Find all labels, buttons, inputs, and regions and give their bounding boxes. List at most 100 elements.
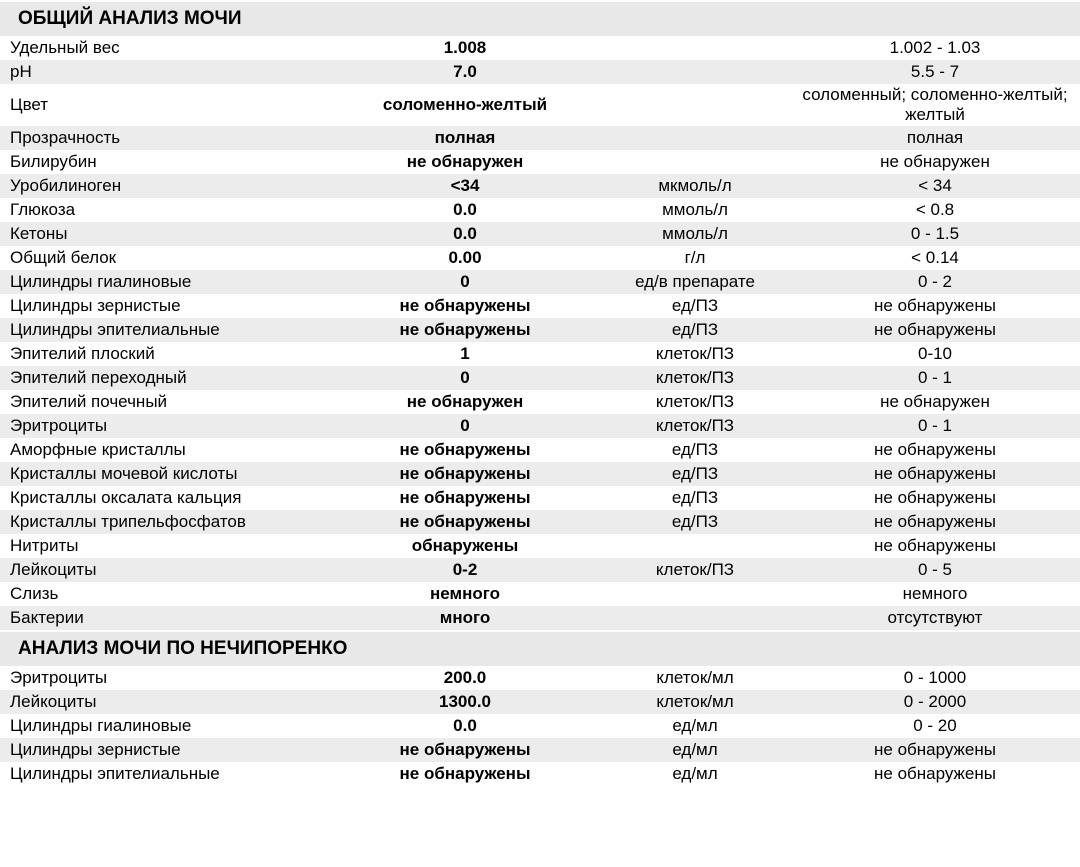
param-cell: Лейкоциты: [0, 560, 340, 580]
reference-cell: не обнаружены: [800, 740, 1080, 760]
value-cell: не обнаружены: [340, 440, 590, 460]
value-cell: не обнаружены: [340, 296, 590, 316]
value-cell: не обнаружен: [340, 152, 590, 172]
unit-cell: клеток/ПЗ: [590, 344, 800, 364]
unit-cell: клеток/ПЗ: [590, 416, 800, 436]
table-row: Кристаллы мочевой кислотыне обнаруженыед…: [0, 462, 1080, 486]
reference-cell: отсутствуют: [800, 608, 1080, 628]
value-cell: много: [340, 608, 590, 628]
param-cell: Кристаллы мочевой кислоты: [0, 464, 340, 484]
value-cell: немного: [340, 584, 590, 604]
value-cell: не обнаружены: [340, 464, 590, 484]
unit-cell: клеток/мл: [590, 668, 800, 688]
value-cell: 200.0: [340, 668, 590, 688]
reference-cell: 0 - 1: [800, 368, 1080, 388]
table-row: Лейкоциты0-2клеток/ПЗ0 - 5: [0, 558, 1080, 582]
unit-cell: ед/мл: [590, 740, 800, 760]
table-row: Прозрачностьполнаяполная: [0, 126, 1080, 150]
param-cell: Билирубин: [0, 152, 340, 172]
section-header: АНАЛИЗ МОЧИ ПО НЕЧИПОРЕНКО: [0, 630, 1080, 666]
reference-cell: не обнаружены: [800, 488, 1080, 508]
table-row: Кристаллы оксалата кальцияне обнаруженые…: [0, 486, 1080, 510]
table-row: Нитритыобнаруженыне обнаружены: [0, 534, 1080, 558]
reference-cell: 5.5 - 7: [800, 62, 1080, 82]
reference-cell: не обнаружены: [800, 512, 1080, 532]
reference-cell: < 0.8: [800, 200, 1080, 220]
table-row: Цилиндры гиалиновые0ед/в препарате0 - 2: [0, 270, 1080, 294]
reference-cell: не обнаружен: [800, 152, 1080, 172]
param-cell: Цилиндры зернистые: [0, 740, 340, 760]
value-cell: не обнаружены: [340, 320, 590, 340]
param-cell: Прозрачность: [0, 128, 340, 148]
unit-cell: ед/ПЗ: [590, 488, 800, 508]
param-cell: Эпителий переходный: [0, 368, 340, 388]
table-row: Цилиндры зернистыене обнаруженыед/ПЗне о…: [0, 294, 1080, 318]
unit-cell: г/л: [590, 248, 800, 268]
value-cell: 1.008: [340, 38, 590, 58]
unit-cell: клеток/ПЗ: [590, 560, 800, 580]
table-row: Эпителий плоский1клеток/ПЗ0-10: [0, 342, 1080, 366]
value-cell: 0.0: [340, 716, 590, 736]
param-cell: Общий белок: [0, 248, 340, 268]
reference-cell: не обнаружены: [800, 764, 1080, 784]
param-cell: Цилиндры гиалиновые: [0, 272, 340, 292]
value-cell: соломенно-желтый: [340, 95, 590, 115]
reference-cell: не обнаружен: [800, 392, 1080, 412]
param-cell: Цилиндры зернистые: [0, 296, 340, 316]
reference-cell: 0 - 20: [800, 716, 1080, 736]
param-cell: Слизь: [0, 584, 340, 604]
reference-cell: 0 - 2000: [800, 692, 1080, 712]
section-header: ОБЩИЙ АНАЛИЗ МОЧИ: [0, 0, 1080, 36]
param-cell: Эритроциты: [0, 416, 340, 436]
value-cell: 1: [340, 344, 590, 364]
param-cell: Цвет: [0, 95, 340, 115]
unit-cell: клеток/ПЗ: [590, 392, 800, 412]
value-cell: 0.0: [340, 224, 590, 244]
table-row: Эпителий переходный0клеток/ПЗ0 - 1: [0, 366, 1080, 390]
table-row: Аморфные кристаллыне обнаруженыед/ПЗне о…: [0, 438, 1080, 462]
reference-cell: 0-10: [800, 344, 1080, 364]
table-row: Цилиндры эпителиальныене обнаруженыед/мл…: [0, 762, 1080, 786]
value-cell: не обнаружены: [340, 488, 590, 508]
reference-cell: 0 - 2: [800, 272, 1080, 292]
param-cell: Бактерии: [0, 608, 340, 628]
value-cell: <34: [340, 176, 590, 196]
unit-cell: ед/ПЗ: [590, 512, 800, 532]
reference-cell: не обнаружены: [800, 536, 1080, 556]
param-cell: Кристаллы трипельфосфатов: [0, 512, 340, 532]
table-row: pH7.0 5.5 - 7: [0, 60, 1080, 84]
value-cell: 0: [340, 368, 590, 388]
reference-cell: не обнаружены: [800, 320, 1080, 340]
unit-cell: ед/ПЗ: [590, 296, 800, 316]
reference-cell: < 0.14: [800, 248, 1080, 268]
value-cell: не обнаружены: [340, 512, 590, 532]
param-cell: Кристаллы оксалата кальция: [0, 488, 340, 508]
param-cell: Эпителий плоский: [0, 344, 340, 364]
table-row: Эритроциты0клеток/ПЗ0 - 1: [0, 414, 1080, 438]
table-row: Удельный вес1.0081.002 - 1.03: [0, 36, 1080, 60]
table-row: Лейкоциты1300.0клеток/мл0 - 2000: [0, 690, 1080, 714]
table-row: Эритроциты200.0клеток/мл0 - 1000: [0, 666, 1080, 690]
value-cell: полная: [340, 128, 590, 148]
value-cell: 1300.0: [340, 692, 590, 712]
param-cell: Эритроциты: [0, 668, 340, 688]
param-cell: Цилиндры гиалиновые: [0, 716, 340, 736]
unit-cell: клеток/ПЗ: [590, 368, 800, 388]
unit-cell: ммоль/л: [590, 224, 800, 244]
param-cell: Цилиндры эпителиальные: [0, 764, 340, 784]
reference-cell: 1.002 - 1.03: [800, 38, 1080, 58]
value-cell: 0.00: [340, 248, 590, 268]
param-cell: pH: [0, 62, 340, 82]
table-row: Уробилиноген<34мкмоль/л< 34: [0, 174, 1080, 198]
unit-cell: клеток/мл: [590, 692, 800, 712]
reference-cell: соломенный; соломенно-желтый; желтый: [800, 85, 1080, 125]
reference-cell: не обнаружены: [800, 464, 1080, 484]
param-cell: Аморфные кристаллы: [0, 440, 340, 460]
value-cell: 7.0: [340, 62, 590, 82]
table-row: Кетоны0.0ммоль/л0 - 1.5: [0, 222, 1080, 246]
reference-cell: 0 - 5: [800, 560, 1080, 580]
value-cell: не обнаружен: [340, 392, 590, 412]
param-cell: Цилиндры эпителиальные: [0, 320, 340, 340]
table-row: Глюкоза0.0ммоль/л< 0.8: [0, 198, 1080, 222]
value-cell: 0: [340, 272, 590, 292]
